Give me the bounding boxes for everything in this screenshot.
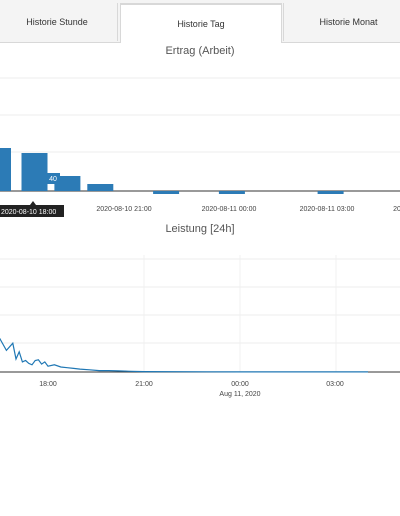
leistung-chart-title: Leistung [24h] (165, 223, 234, 235)
leistung-x-sublabel: Aug 11, 2020 (219, 391, 260, 398)
svg-text:40: 40 (49, 176, 57, 183)
tooltip-text: 2020-08-10 18:00 (1, 209, 56, 216)
x-tick-label: 18:00 (39, 381, 57, 388)
tooltip-pointer (30, 201, 36, 205)
x-tick-label: 00:00 (231, 381, 249, 388)
bar[interactable] (21, 153, 48, 191)
tab-historie-tag[interactable]: Historie Tag (120, 3, 282, 43)
bar[interactable] (0, 148, 11, 191)
leistung-chart: Leistung [24h] 18:00 21:00 00:00 03:00 Aug … (0, 223, 400, 398)
tab-historie-stunde[interactable]: Historie Stunde (0, 3, 118, 41)
x-tick-label: 20 (393, 206, 400, 213)
tab-historie-monat[interactable]: Historie Monat (283, 3, 400, 41)
tooltip-box (0, 205, 64, 217)
x-tick-label: 2020-08-11 00:00 (202, 206, 257, 213)
bar-data-label: 40 (42, 173, 60, 184)
leistung-series-line (0, 337, 368, 373)
x-tick-label: 03:00 (326, 381, 344, 388)
bar[interactable] (218, 191, 245, 194)
ertrag-chart: Ertrag (Arbeit) 40 2020-08-10 21:00 2020-… (0, 45, 400, 217)
tooltip: 2020-08-10 18:00 (0, 201, 64, 217)
x-tick-label: 2020-08-11 03:00 (300, 206, 355, 213)
x-tick-label: 21:00 (135, 381, 153, 388)
ertrag-chart-title: Ertrag (Arbeit) (165, 45, 234, 57)
x-tick-label: 2020-08-10 21:00 (96, 206, 151, 213)
bar[interactable] (87, 184, 114, 191)
bar[interactable] (317, 191, 344, 194)
tab-bar: Historie Stunde Historie Tag Historie Mo… (0, 0, 400, 43)
bar[interactable] (153, 191, 180, 194)
bar[interactable] (54, 176, 81, 191)
